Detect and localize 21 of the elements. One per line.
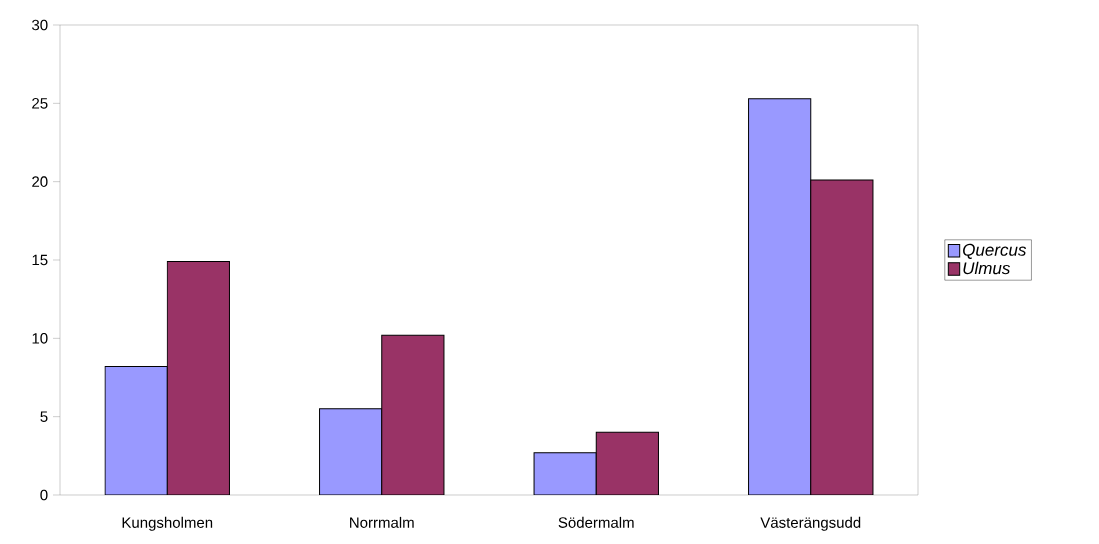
bar bbox=[381, 334, 445, 495]
x-tick-label: Västerängsudd bbox=[760, 516, 861, 531]
bar bbox=[533, 452, 597, 495]
bar bbox=[748, 98, 812, 495]
y-tick-label: 0 bbox=[40, 489, 48, 501]
y-tick-label: 10 bbox=[32, 333, 48, 344]
y-tick-label: 20 bbox=[32, 176, 48, 187]
bar bbox=[319, 408, 383, 495]
x-tick-label: Södermalm bbox=[558, 516, 634, 528]
bar bbox=[810, 179, 874, 495]
y-tick-label: 30 bbox=[32, 19, 48, 31]
y-tick-label: 5 bbox=[40, 411, 48, 422]
bar bbox=[595, 431, 659, 495]
legend-label: Ulmus bbox=[963, 261, 1011, 275]
y-tick-label: 25 bbox=[32, 98, 48, 109]
x-tick-label: Norrmalm bbox=[350, 516, 414, 528]
x-tick-label: Kungsholmen bbox=[122, 516, 213, 531]
bar bbox=[104, 366, 168, 495]
y-tick-label: 15 bbox=[32, 254, 48, 266]
legend-label: Quercus bbox=[963, 243, 1027, 259]
bar bbox=[166, 261, 230, 495]
